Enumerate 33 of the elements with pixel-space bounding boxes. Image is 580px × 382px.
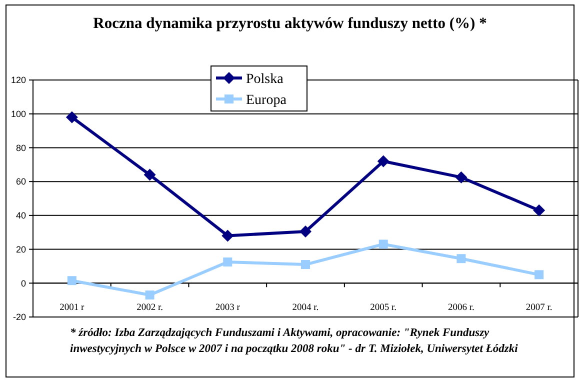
point xyxy=(377,155,390,168)
x-tick-label: 2002 r. xyxy=(136,303,163,314)
point xyxy=(455,171,468,184)
point xyxy=(300,226,312,238)
point xyxy=(301,260,310,270)
y-tick-label: 40 xyxy=(16,210,26,221)
y-tick-label: 120 xyxy=(10,75,26,86)
legend-label: Europa xyxy=(246,92,288,108)
x-tick-label: 2003 r xyxy=(215,303,241,314)
x-tick-label: 2007 r. xyxy=(526,303,552,314)
y-tick-label: 0 xyxy=(20,278,26,288)
point xyxy=(456,254,466,264)
point xyxy=(66,111,78,124)
y-tick-label: 20 xyxy=(16,244,26,254)
point xyxy=(222,230,234,242)
point xyxy=(534,270,544,280)
y-tick-label: 60 xyxy=(16,176,26,187)
x-tick-label: 2001 r xyxy=(60,303,86,314)
point xyxy=(223,257,232,266)
x-tick-label: 2005 r. xyxy=(370,303,397,314)
x-tick-label: 2004 r. xyxy=(292,303,319,314)
legend-label: Polska xyxy=(246,72,284,87)
point xyxy=(378,240,388,249)
point xyxy=(144,168,156,181)
chart-title: Roczna dynamika przyrostu aktywów funduszy netto (%) * xyxy=(93,15,488,32)
point xyxy=(67,276,76,286)
y-tick-label: 100 xyxy=(10,109,26,120)
text: * źródło: Izba Zarządzających Funduszami i Aktywami, opracowanie: "Rynek Funduszy inwestycyjnych w Polsce w 2007 i na początku 2008 roku" - dr T. Miziołek, Uniwersytet Łódzki xyxy=(70,327,519,355)
point xyxy=(145,290,154,300)
x-tick-label: 2006 r. xyxy=(448,303,474,314)
y-tick-label: -20 xyxy=(12,312,26,322)
y-tick-label: 80 xyxy=(16,142,26,153)
point xyxy=(533,204,546,216)
